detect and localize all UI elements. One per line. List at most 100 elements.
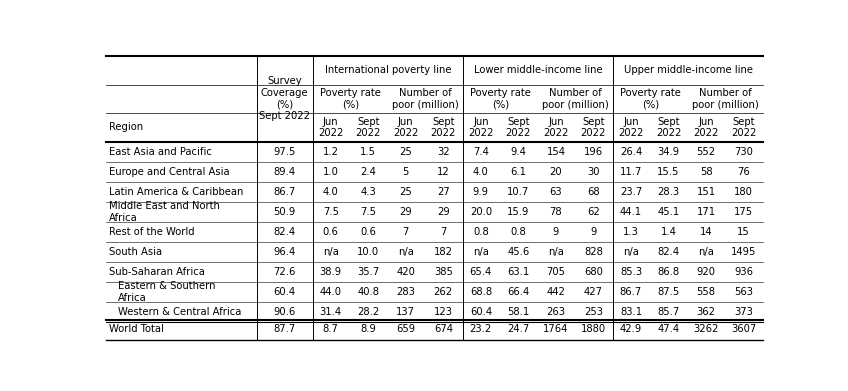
Text: n/a: n/a bbox=[323, 247, 338, 257]
Text: 23.2: 23.2 bbox=[470, 324, 492, 334]
Text: 1.5: 1.5 bbox=[360, 147, 377, 157]
Text: Sept
2022: Sept 2022 bbox=[505, 117, 531, 138]
Text: Poverty rate
(%): Poverty rate (%) bbox=[320, 88, 381, 109]
Text: 38.9: 38.9 bbox=[320, 267, 342, 277]
Text: 12: 12 bbox=[437, 167, 449, 177]
Text: 558: 558 bbox=[696, 287, 716, 297]
Text: 8.9: 8.9 bbox=[360, 324, 377, 334]
Text: 7.4: 7.4 bbox=[473, 147, 488, 157]
Text: 78: 78 bbox=[550, 207, 562, 217]
Text: 11.7: 11.7 bbox=[620, 167, 642, 177]
Text: 442: 442 bbox=[546, 287, 566, 297]
Text: 3607: 3607 bbox=[731, 324, 756, 334]
Text: 1.3: 1.3 bbox=[623, 227, 639, 237]
Text: 1764: 1764 bbox=[544, 324, 569, 334]
Text: 9: 9 bbox=[553, 227, 559, 237]
Text: 262: 262 bbox=[433, 287, 453, 297]
Text: 427: 427 bbox=[584, 287, 603, 297]
Text: 35.7: 35.7 bbox=[357, 267, 379, 277]
Text: n/a: n/a bbox=[398, 247, 414, 257]
Text: 180: 180 bbox=[734, 187, 753, 197]
Text: 82.4: 82.4 bbox=[657, 247, 679, 257]
Text: 362: 362 bbox=[696, 307, 716, 317]
Text: 40.8: 40.8 bbox=[357, 287, 379, 297]
Text: 45.6: 45.6 bbox=[507, 247, 529, 257]
Text: 29: 29 bbox=[399, 207, 412, 217]
Text: Number of
poor (million): Number of poor (million) bbox=[692, 88, 759, 109]
Text: 85.3: 85.3 bbox=[620, 267, 642, 277]
Text: 44.0: 44.0 bbox=[320, 287, 342, 297]
Text: 14: 14 bbox=[700, 227, 712, 237]
Text: 154: 154 bbox=[546, 147, 566, 157]
Text: 47.4: 47.4 bbox=[657, 324, 679, 334]
Text: East Asia and Pacific: East Asia and Pacific bbox=[109, 147, 212, 157]
Text: Poverty rate
(%): Poverty rate (%) bbox=[470, 88, 531, 109]
Text: 87.5: 87.5 bbox=[657, 287, 679, 297]
Text: 3262: 3262 bbox=[694, 324, 719, 334]
Text: 85.7: 85.7 bbox=[657, 307, 679, 317]
Text: 32: 32 bbox=[437, 147, 449, 157]
Text: Jun
2022: Jun 2022 bbox=[468, 117, 494, 138]
Text: South Asia: South Asia bbox=[109, 247, 163, 257]
Text: 0.6: 0.6 bbox=[323, 227, 338, 237]
Text: n/a: n/a bbox=[698, 247, 714, 257]
Text: Sept
2022: Sept 2022 bbox=[355, 117, 381, 138]
Text: 385: 385 bbox=[434, 267, 453, 277]
Text: 171: 171 bbox=[696, 207, 716, 217]
Text: 62: 62 bbox=[587, 207, 600, 217]
Text: 151: 151 bbox=[696, 187, 716, 197]
Text: 420: 420 bbox=[396, 267, 416, 277]
Text: 137: 137 bbox=[396, 307, 416, 317]
Text: Number of
poor (million): Number of poor (million) bbox=[392, 88, 459, 109]
Text: Sept
2022: Sept 2022 bbox=[581, 117, 606, 138]
Text: 674: 674 bbox=[434, 324, 453, 334]
Text: Jun
2022: Jun 2022 bbox=[544, 117, 569, 138]
Text: 83.1: 83.1 bbox=[620, 307, 642, 317]
Text: Rest of the World: Rest of the World bbox=[109, 227, 195, 237]
Text: Sept
2022: Sept 2022 bbox=[731, 117, 756, 138]
Text: 659: 659 bbox=[396, 324, 416, 334]
Text: 705: 705 bbox=[546, 267, 566, 277]
Text: 1.0: 1.0 bbox=[323, 167, 338, 177]
Text: Latin America & Caribbean: Latin America & Caribbean bbox=[109, 187, 243, 197]
Text: 58.1: 58.1 bbox=[507, 307, 529, 317]
Text: 86.8: 86.8 bbox=[657, 267, 679, 277]
Text: 1.4: 1.4 bbox=[661, 227, 677, 237]
Text: 15: 15 bbox=[737, 227, 750, 237]
Text: 680: 680 bbox=[584, 267, 603, 277]
Text: World Total: World Total bbox=[109, 324, 165, 334]
Text: 253: 253 bbox=[584, 307, 603, 317]
Text: 24.7: 24.7 bbox=[507, 324, 529, 334]
Text: 63: 63 bbox=[550, 187, 562, 197]
Text: 7: 7 bbox=[403, 227, 409, 237]
Text: 25: 25 bbox=[399, 187, 412, 197]
Text: 97.5: 97.5 bbox=[274, 147, 296, 157]
Text: 26.4: 26.4 bbox=[620, 147, 642, 157]
Text: International poverty line: International poverty line bbox=[325, 65, 451, 75]
Text: 175: 175 bbox=[734, 207, 753, 217]
Text: Jun
2022: Jun 2022 bbox=[393, 117, 418, 138]
Text: Jun
2022: Jun 2022 bbox=[694, 117, 719, 138]
Text: 1.2: 1.2 bbox=[323, 147, 338, 157]
Text: Middle East and North
Africa: Middle East and North Africa bbox=[109, 201, 220, 222]
Text: 283: 283 bbox=[396, 287, 416, 297]
Text: 27: 27 bbox=[437, 187, 449, 197]
Text: 15.9: 15.9 bbox=[507, 207, 529, 217]
Text: 86.7: 86.7 bbox=[620, 287, 642, 297]
Text: 29: 29 bbox=[437, 207, 449, 217]
Text: 20: 20 bbox=[550, 167, 562, 177]
Text: Sub-Saharan Africa: Sub-Saharan Africa bbox=[109, 267, 205, 277]
Text: 263: 263 bbox=[546, 307, 566, 317]
Text: 50.9: 50.9 bbox=[274, 207, 296, 217]
Text: 65.4: 65.4 bbox=[470, 267, 492, 277]
Text: 828: 828 bbox=[584, 247, 603, 257]
Text: 42.9: 42.9 bbox=[620, 324, 642, 334]
Text: 25: 25 bbox=[399, 147, 412, 157]
Text: 60.4: 60.4 bbox=[470, 307, 492, 317]
Text: 730: 730 bbox=[734, 147, 753, 157]
Text: 90.6: 90.6 bbox=[274, 307, 296, 317]
Text: 44.1: 44.1 bbox=[620, 207, 642, 217]
Text: 9.4: 9.4 bbox=[510, 147, 527, 157]
Text: 28.3: 28.3 bbox=[657, 187, 679, 197]
Text: 196: 196 bbox=[584, 147, 603, 157]
